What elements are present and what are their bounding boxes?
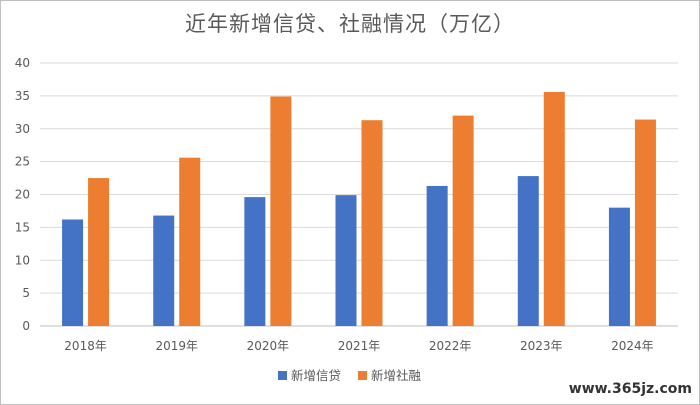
x-axis-ticks: 2018年 2019年 2020年 2021年 2022年 2023年 2024年	[64, 339, 653, 353]
y-tick-label: 35	[15, 89, 30, 103]
legend-label: 新增信贷	[291, 368, 341, 383]
bar-xinzeng-sherong	[543, 91, 565, 327]
bar-xinzeng-sherong	[179, 157, 201, 326]
bar-xinzeng-xindai	[426, 185, 448, 326]
chart-title: 近年新增信贷、社融情况（万亿）	[185, 12, 515, 36]
x-tick-label: 2024年	[611, 339, 654, 353]
x-tick-label: 2022年	[429, 339, 472, 353]
y-tick-label: 15	[15, 220, 30, 234]
y-tick-label: 5	[22, 286, 30, 300]
x-tick-label: 2023年	[520, 339, 563, 353]
x-tick-label: 2018年	[64, 339, 107, 353]
bar-xinzeng-xindai	[335, 195, 357, 326]
y-tick-label: 30	[15, 122, 30, 136]
bar-xinzeng-sherong	[361, 120, 383, 326]
y-tick-label: 40	[15, 56, 30, 70]
watermark: www.365jz.com	[568, 381, 692, 397]
bar-xinzeng-sherong	[270, 96, 292, 326]
x-tick-label: 2020年	[247, 339, 290, 353]
bar-xinzeng-xindai	[244, 197, 266, 326]
bar-xinzeng-xindai	[517, 176, 539, 326]
x-tick-label: 2021年	[338, 339, 381, 353]
legend-swatch	[278, 371, 287, 380]
y-axis-ticks: 0 5 10 15 20 25 30 35 40	[15, 56, 30, 333]
gridlines	[40, 62, 678, 327]
bar-xinzeng-xindai	[153, 215, 175, 326]
bar-xinzeng-xindai	[608, 207, 630, 326]
bar-xinzeng-sherong	[88, 178, 110, 326]
bar-xinzeng-sherong	[452, 115, 474, 326]
y-tick-label: 25	[15, 155, 30, 169]
bar-xinzeng-xindai	[62, 219, 84, 326]
bars	[62, 91, 656, 327]
legend: 新增信贷 新增社融	[278, 368, 422, 383]
legend-label: 新增社融	[371, 368, 422, 383]
x-tick-label: 2019年	[155, 339, 198, 353]
bar-xinzeng-sherong	[634, 119, 656, 326]
y-tick-label: 10	[15, 253, 30, 267]
legend-swatch	[358, 371, 367, 380]
y-tick-label: 0	[22, 319, 30, 333]
y-tick-label: 20	[15, 188, 30, 202]
